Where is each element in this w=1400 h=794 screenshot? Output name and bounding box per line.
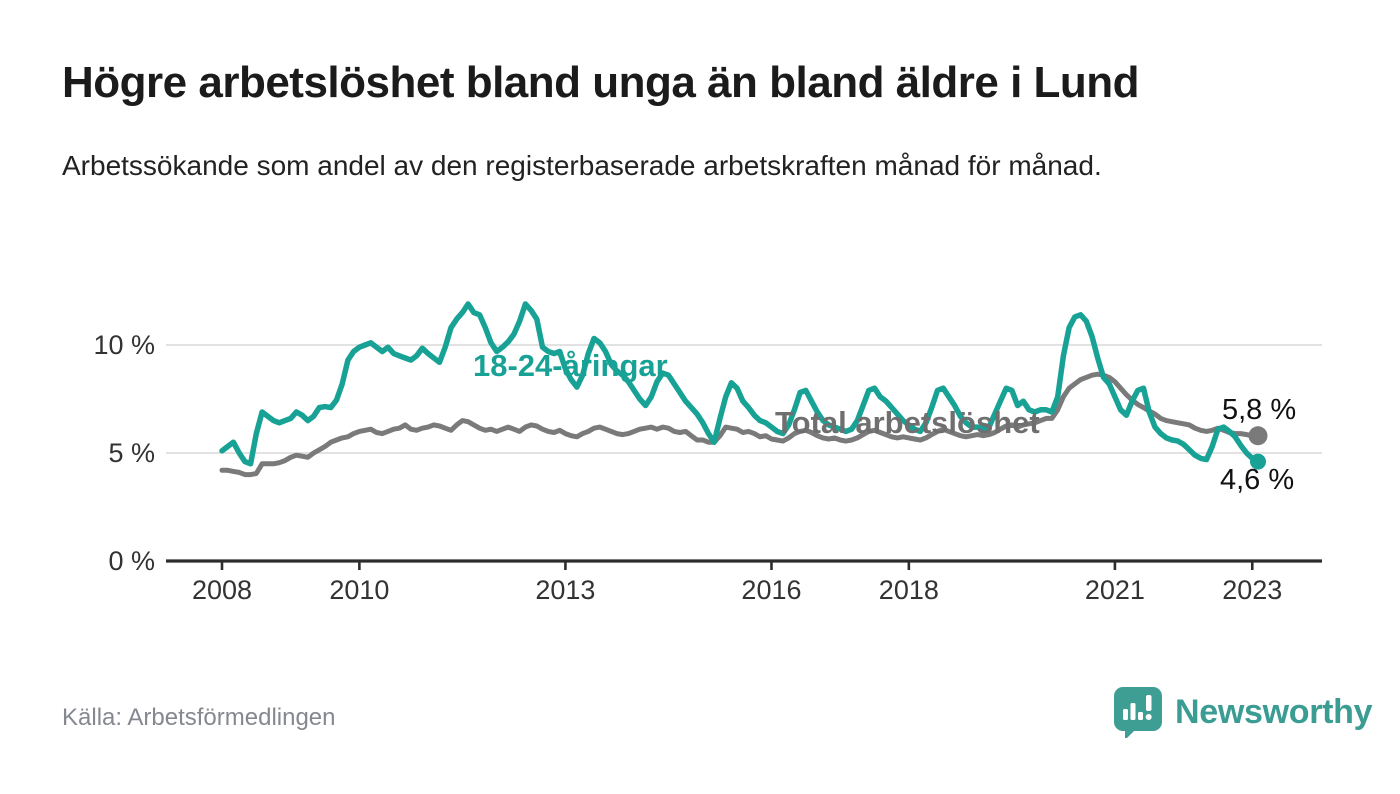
x-axis-label-2010: 2010	[329, 575, 390, 605]
y-axis-label-5: 5 %	[108, 438, 155, 468]
x-axis-label-2008: 2008	[191, 575, 253, 605]
source-note: Källa: Arbetsförmedlingen	[62, 704, 336, 731]
newsworthy-logo: Newsworthy	[1113, 686, 1373, 740]
series-label-young: 18-24-åringar	[473, 348, 668, 383]
newsworthy-wordmark: Newsworthy	[1175, 692, 1373, 731]
series-total-endpoint	[1248, 426, 1268, 446]
x-axis-label-2023: 2023	[1222, 575, 1283, 605]
series-total-line	[219, 371, 1261, 478]
end-value-label-total: 5,8 %	[1222, 394, 1297, 426]
series-young-line	[219, 301, 1261, 467]
series-label-total: Total arbetslöshet	[775, 405, 1040, 440]
x-axis-label-2013: 2013	[535, 575, 596, 605]
end-value-label-young: 4,6 %	[1220, 464, 1295, 496]
x-axis-label-2021: 2021	[1084, 575, 1145, 605]
chart-title: Högre arbetslöshet bland unga än bland ä…	[62, 58, 1140, 107]
newsworthy-bubble-chart-icon	[1113, 686, 1163, 740]
x-axis	[166, 559, 1322, 570]
series-young-endpoint	[1250, 453, 1266, 470]
y-axis-label-0: 0 %	[108, 546, 155, 576]
chart-subtitle: Arbetssökande som andel av den registerb…	[62, 150, 1102, 181]
y-axis-label-10: 10 %	[93, 330, 155, 360]
x-axis-label-2016: 2016	[741, 575, 802, 605]
x-axis-label-2018: 2018	[878, 575, 939, 605]
